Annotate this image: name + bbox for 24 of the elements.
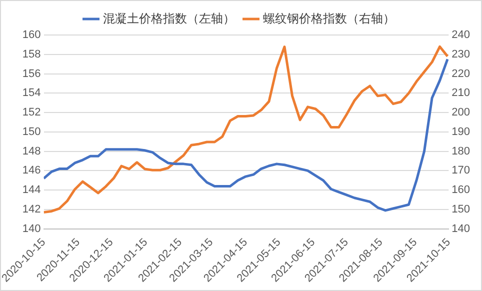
- y-tick-label: 140: [22, 222, 41, 235]
- y-tick-label: 152: [22, 106, 41, 119]
- y-tick-label: 158: [22, 48, 41, 60]
- y2-tick-label: 240: [452, 29, 470, 42]
- y-tick-label: 156: [22, 68, 41, 80]
- legend-label: 螺纹钢价格指数（右轴）: [263, 11, 395, 26]
- legend-label: 混凝土价格指数（左轴）: [103, 11, 235, 26]
- y2-tick-label: 150: [452, 204, 470, 216]
- y-tick-label: 146: [22, 164, 41, 177]
- y2-tick-label: 220: [452, 68, 470, 80]
- y2-tick-label: 160: [452, 184, 470, 196]
- y-tick-label: 160: [22, 29, 41, 42]
- y2-tick-label: 190: [452, 126, 470, 138]
- y-tick-label: 150: [22, 126, 41, 138]
- y2-tick-label: 140: [452, 222, 470, 235]
- y-tick-label: 154: [22, 87, 41, 100]
- y-tick-label: 142: [22, 204, 41, 216]
- y2-tick-label: 210: [452, 87, 470, 100]
- y-tick-label: 148: [22, 145, 41, 158]
- y2-tick-label: 200: [452, 106, 470, 119]
- y2-tick-label: 230: [452, 48, 470, 60]
- y2-tick-label: 170: [452, 164, 470, 177]
- y-tick-label: 144: [22, 184, 41, 196]
- y2-tick-label: 180: [452, 145, 470, 158]
